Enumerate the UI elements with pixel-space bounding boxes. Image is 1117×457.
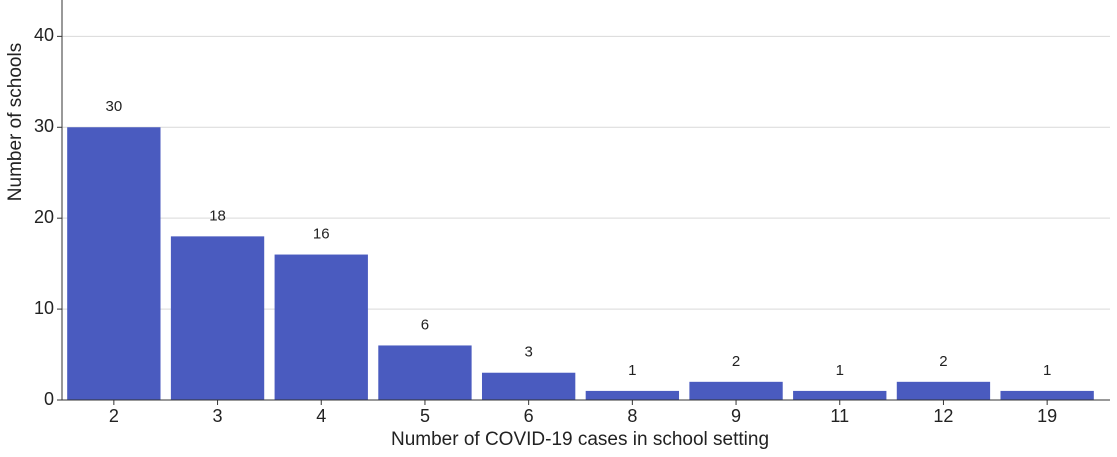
value-label: 6 — [421, 316, 429, 333]
bar — [585, 390, 680, 400]
x-tick-label: 11 — [830, 406, 849, 426]
y-tick-label: 0 — [44, 389, 54, 409]
value-label: 1 — [1043, 362, 1051, 379]
x-tick-label: 6 — [524, 406, 534, 426]
value-label: 2 — [732, 353, 740, 370]
y-tick-label: 20 — [34, 207, 54, 227]
value-label: 30 — [106, 98, 123, 115]
bar — [1000, 390, 1094, 400]
bar — [689, 381, 783, 400]
x-tick-label: 12 — [933, 406, 953, 426]
value-label: 18 — [209, 207, 226, 224]
value-label: 2 — [939, 353, 947, 370]
bar — [896, 381, 991, 400]
y-tick-label: 40 — [34, 25, 54, 45]
x-tick-label: 9 — [731, 406, 741, 426]
bar — [378, 345, 472, 400]
x-tick-label: 5 — [420, 406, 430, 426]
bar — [170, 236, 265, 400]
bar — [274, 254, 368, 400]
x-tick-label: 8 — [627, 406, 637, 426]
bar — [67, 127, 161, 400]
y-tick-label: 10 — [34, 298, 54, 318]
y-tick-label: 30 — [34, 116, 54, 136]
x-tick-label: 19 — [1037, 406, 1057, 426]
x-tick-label: 2 — [109, 406, 119, 426]
value-label: 3 — [524, 344, 532, 361]
y-axis-label: Number of schools — [5, 43, 26, 201]
x-tick-label: 4 — [316, 406, 326, 426]
bar — [793, 390, 887, 400]
x-axis-label: Number of COVID-19 cases in school setti… — [391, 429, 769, 450]
value-label: 1 — [628, 362, 636, 379]
bar — [481, 372, 576, 400]
value-label: 16 — [313, 226, 330, 243]
value-label: 1 — [836, 362, 844, 379]
x-tick-label: 3 — [213, 406, 223, 426]
